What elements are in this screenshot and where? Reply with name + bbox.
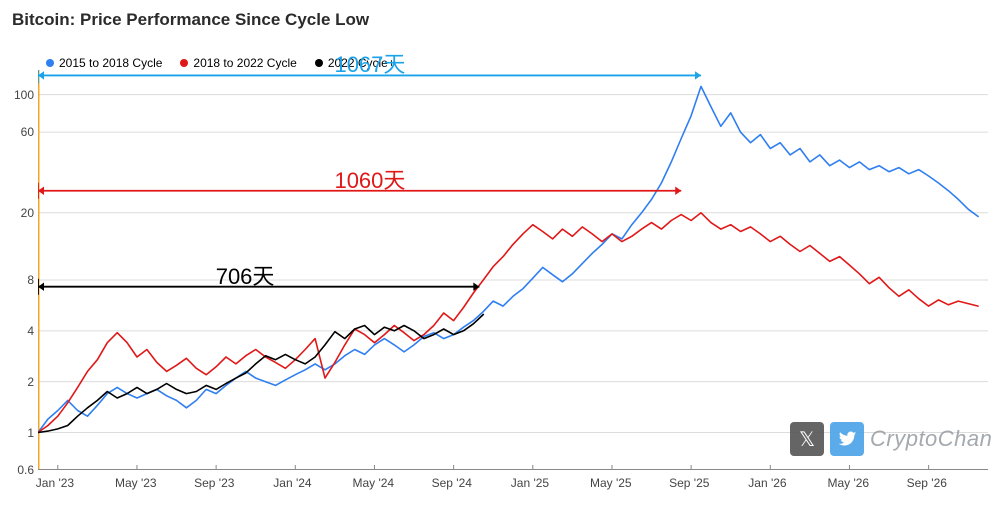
- legend-item-0: 2015 to 2018 Cycle: [46, 56, 162, 70]
- legend-label-1: 2018 to 2022 Cycle: [193, 56, 296, 70]
- twitter-icon: [830, 422, 864, 456]
- x-tick-label: Jan '24: [273, 476, 311, 490]
- x-tick-label: Jan '26: [748, 476, 786, 490]
- legend-item-1: 2018 to 2022 Cycle: [180, 56, 296, 70]
- x-tick-label: May '23: [115, 476, 157, 490]
- y-tick-label: 8: [4, 273, 34, 287]
- watermark: 𝕏 CryptoChan: [790, 422, 992, 456]
- watermark-text: CryptoChan: [870, 426, 992, 452]
- legend-dot-1: [180, 59, 188, 67]
- legend-label-0: 2015 to 2018 Cycle: [59, 56, 162, 70]
- y-tick-label: 60: [4, 125, 34, 139]
- twitter-bird-icon: [837, 429, 857, 449]
- x-icon: 𝕏: [790, 422, 824, 456]
- x-icon-glyph: 𝕏: [799, 427, 815, 452]
- x-tick-label: Sep '26: [907, 476, 947, 490]
- x-tick-label: Jan '23: [36, 476, 74, 490]
- legend-dot-0: [46, 59, 54, 67]
- y-tick-label: 2: [4, 375, 34, 389]
- x-tick-label: May '25: [590, 476, 632, 490]
- x-tick-label: Jan '25: [511, 476, 549, 490]
- annotation-1060: 1060天: [334, 163, 405, 195]
- y-tick-label: 100: [4, 88, 34, 102]
- x-tick-label: May '24: [352, 476, 394, 490]
- annotation-706: 706天: [216, 259, 275, 291]
- y-tick-label: 20: [4, 206, 34, 220]
- x-tick-label: Sep '24: [432, 476, 472, 490]
- x-tick-label: May '26: [827, 476, 869, 490]
- chart-title: Bitcoin: Price Performance Since Cycle L…: [12, 10, 369, 30]
- annotation-1067: 1067天: [334, 47, 405, 79]
- plot-area: [38, 70, 988, 470]
- x-tick-label: Sep '23: [194, 476, 234, 490]
- y-tick-label: 4: [4, 324, 34, 338]
- x-tick-label: Sep '25: [669, 476, 709, 490]
- legend-dot-2: [315, 59, 323, 67]
- y-tick-label: 1: [4, 426, 34, 440]
- y-tick-label: 0.6: [4, 463, 34, 477]
